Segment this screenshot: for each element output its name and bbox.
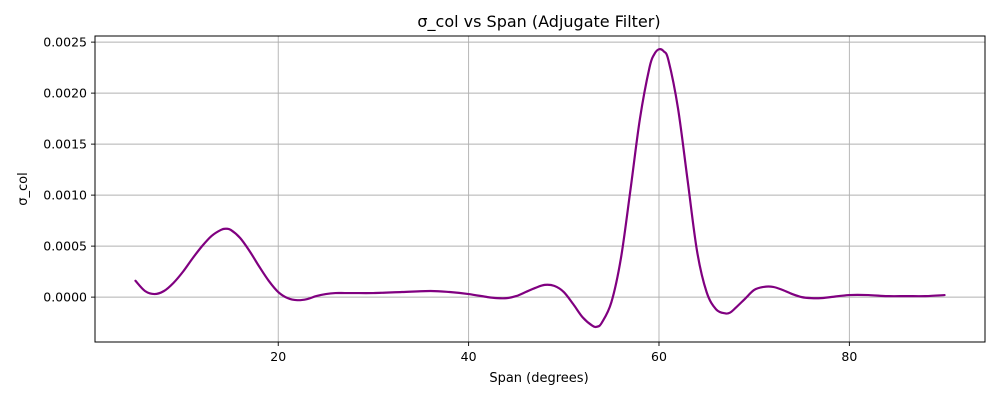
y-tick-label: 0.0000	[43, 290, 87, 305]
x-tick-label: 20	[270, 349, 286, 364]
y-tick-label: 0.0015	[43, 137, 87, 152]
y-axis-label: σ_col	[16, 172, 31, 205]
x-axis-label: Span (degrees)	[489, 371, 588, 386]
axis-ticks: 20 40 60 80 0.0000 0.0005 0.0010 0.0015 0.0020 0.…	[43, 35, 857, 364]
plot-frame	[94, 35, 986, 343]
x-tick-label: 80	[841, 349, 857, 364]
x-tick-label: 60	[651, 349, 667, 364]
y-tick-label: 0.0010	[43, 188, 87, 203]
x-tick-label: 40	[461, 349, 477, 364]
y-tick-label: 0.0025	[43, 35, 87, 50]
y-tick-label: 0.0005	[43, 239, 87, 254]
series-line	[134, 48, 946, 329]
grid-lines	[95, 36, 985, 342]
y-tick-label: 0.0020	[43, 86, 87, 101]
chart-title: σ_col vs Span (Adjugate Filter)	[417, 12, 660, 32]
